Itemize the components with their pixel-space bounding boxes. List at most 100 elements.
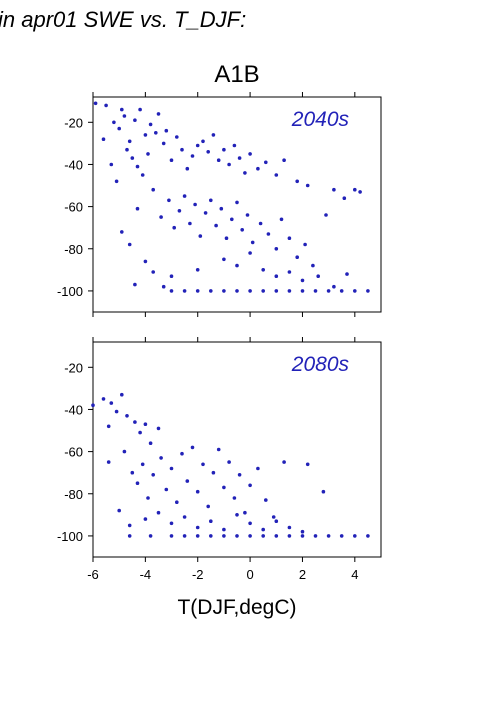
scatter-point [195,268,200,272]
scatter-point [326,289,331,293]
scatter-point [169,466,174,471]
scatter-point [240,228,244,232]
scatter-point [300,289,305,293]
scatter-point [182,515,187,519]
scatter-point [366,534,370,538]
scatter-point [248,251,252,255]
scatter-point [303,242,307,247]
scatter-point [135,206,140,211]
scatter-point [230,217,234,222]
scatter-point [125,147,129,152]
y-tick-label: -60 [64,200,83,215]
scatter-point [305,462,310,467]
scatter-point [201,462,205,467]
scatter-point [353,534,357,538]
scatter-point [300,278,305,283]
scatter-point [248,534,252,538]
scatter-point [245,213,250,217]
scatter-point [120,230,124,234]
scatter-point [114,179,119,184]
scatter-point [235,263,239,268]
scatter-point [159,215,163,219]
scatter-point [235,513,239,517]
scatter-point [161,141,166,146]
scatter-point [133,282,137,287]
scatter-point [114,409,119,414]
scatter-point [151,473,155,477]
scatter-point [345,272,349,276]
scatter-point [248,521,252,526]
scatter-point [342,196,347,200]
scatter-point [198,234,203,238]
scatter-point [164,128,169,133]
scatter-point [248,289,252,293]
scatter-point [237,473,242,477]
scatter-point [326,534,331,538]
scatter-point [222,147,226,152]
scatter-point [261,289,266,293]
figure-header-text: in apr01 SWE vs. T_DJF: [0,7,246,32]
scatter-point [143,259,148,264]
scatter-point [133,118,137,122]
scatter-point [353,187,357,192]
scatter-point [120,107,124,112]
scatter-point [151,270,155,274]
scatter-point [195,534,200,538]
scatter-point [109,162,114,167]
x-tick-label: 4 [351,567,358,582]
scatter-point [167,198,171,203]
scatter-point [224,236,229,240]
scatter-point [237,156,242,160]
y-tick-label: -100 [57,529,83,544]
scatter-point [211,133,216,137]
scatter-point [133,420,137,424]
scatter-point [209,534,213,538]
scatter-point [117,508,121,513]
scatter-point [143,517,148,521]
scatter-point [274,173,279,177]
scatter-point [250,240,255,245]
scatter-point [222,485,226,490]
scatter-point [313,289,318,293]
scatter-point [353,289,357,293]
scatter-point [216,158,221,162]
scatter-point [135,481,140,486]
scatter-point [274,534,279,538]
plot-frame [92,96,382,313]
scatter-point [271,515,276,519]
scatter-point [287,270,292,274]
scatter-point [279,217,284,222]
scatter-point [258,221,263,226]
scatter-point [206,504,210,509]
scatter-point [101,397,106,401]
scatter-point [300,529,305,534]
scatter-point [243,171,247,175]
scatter-point [222,534,226,538]
scatter-point [169,274,174,279]
scatter-point [295,255,300,259]
scatter-point [243,510,247,515]
scatter-point [104,103,108,108]
scatter-point [211,470,216,475]
scatter-point [159,456,163,460]
scatter-point [140,462,145,467]
scatter-point [148,534,153,538]
y-tick-label: -40 [64,402,83,417]
scatter-point [305,183,310,188]
scatter-point [161,284,166,289]
scatter-point [127,139,132,144]
scatter-point [169,158,174,162]
scatter-point [313,534,318,538]
scatter-point [138,107,142,112]
scatter-point [180,147,184,152]
scatter-point [332,187,336,192]
scatter-point [222,257,226,262]
scatter-point [156,426,161,431]
scatter-point [101,137,106,141]
scatter-point [195,489,200,494]
x-tick-label: -2 [192,567,204,582]
scatter-point [232,143,237,148]
panel-2040s: -20 -40 -60 -80 -100 2040s [57,92,382,317]
plot-frame [92,341,382,558]
